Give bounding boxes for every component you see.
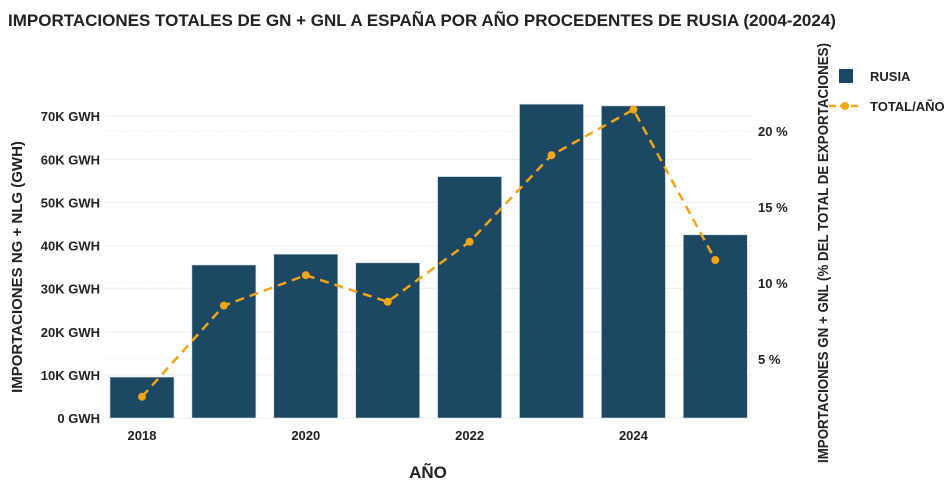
point-2019 xyxy=(219,301,228,310)
point-2022 xyxy=(465,237,474,246)
legend: RUSIA TOTAL/AÑO xyxy=(829,69,945,114)
line-series xyxy=(138,105,720,401)
y-tick-label: 40K GWH xyxy=(41,239,100,254)
x-tick-label: 2022 xyxy=(455,428,484,443)
point-2025 xyxy=(711,256,720,265)
y2-axis-label: IMPORTACIONES GN + GNL (% DEL TOTAL DE E… xyxy=(815,43,832,463)
y-tick-label: 70K GWH xyxy=(41,109,100,124)
y-tick-label: 30K GWH xyxy=(41,282,100,297)
y-tick-label: 0 GWH xyxy=(57,411,100,426)
y2-tick-label: 20 % xyxy=(758,124,788,139)
x-tick-label: 2024 xyxy=(619,428,649,443)
legend-label-total: TOTAL/AÑO xyxy=(870,99,945,114)
bar-2025 xyxy=(682,234,748,419)
bar-2021 xyxy=(355,262,421,419)
bars xyxy=(109,103,748,419)
y2-tick-label: 5 % xyxy=(758,352,781,367)
y-axis-label: IMPORTACIONES NG + NLG (GWH) xyxy=(9,141,26,393)
legend-swatch-rusia xyxy=(839,69,853,83)
legend-label-rusia: RUSIA xyxy=(870,69,911,84)
bar-2023 xyxy=(519,103,584,419)
y-tick-label: 20K GWH xyxy=(41,325,100,340)
legend-marker-total xyxy=(841,102,849,110)
y-tick-label: 50K GWH xyxy=(41,195,100,210)
y-tick-label: 10K GWH xyxy=(41,368,100,383)
y-tick-label: 60K GWH xyxy=(41,152,100,167)
y2-axis-ticks: 5 % 10 % 15 % 20 % xyxy=(758,124,788,367)
point-2020 xyxy=(301,271,310,280)
y2-tick-label: 10 % xyxy=(758,276,788,291)
y2-tick-label: 15 % xyxy=(758,200,788,215)
chart-title: IMPORTACIONES TOTALES DE GN + GNL A ESPA… xyxy=(8,10,836,30)
x-axis-ticks: 2018 2020 2022 2024 xyxy=(128,428,649,443)
point-2024 xyxy=(629,105,638,114)
x-tick-label: 2020 xyxy=(291,428,320,443)
point-2021 xyxy=(383,297,392,306)
x-axis-label: AÑO xyxy=(409,462,447,482)
x-tick-label: 2018 xyxy=(128,428,157,443)
bar-2019 xyxy=(191,264,257,419)
total-line xyxy=(141,107,717,398)
point-2018 xyxy=(138,392,146,401)
point-2023 xyxy=(547,151,556,160)
bar-2024 xyxy=(601,105,666,419)
bar-2022 xyxy=(437,176,502,419)
y-axis-ticks: 0 GWH 10K GWH 20K GWH 30K GWH 40K GWH 50K GWH… xyxy=(41,109,100,426)
